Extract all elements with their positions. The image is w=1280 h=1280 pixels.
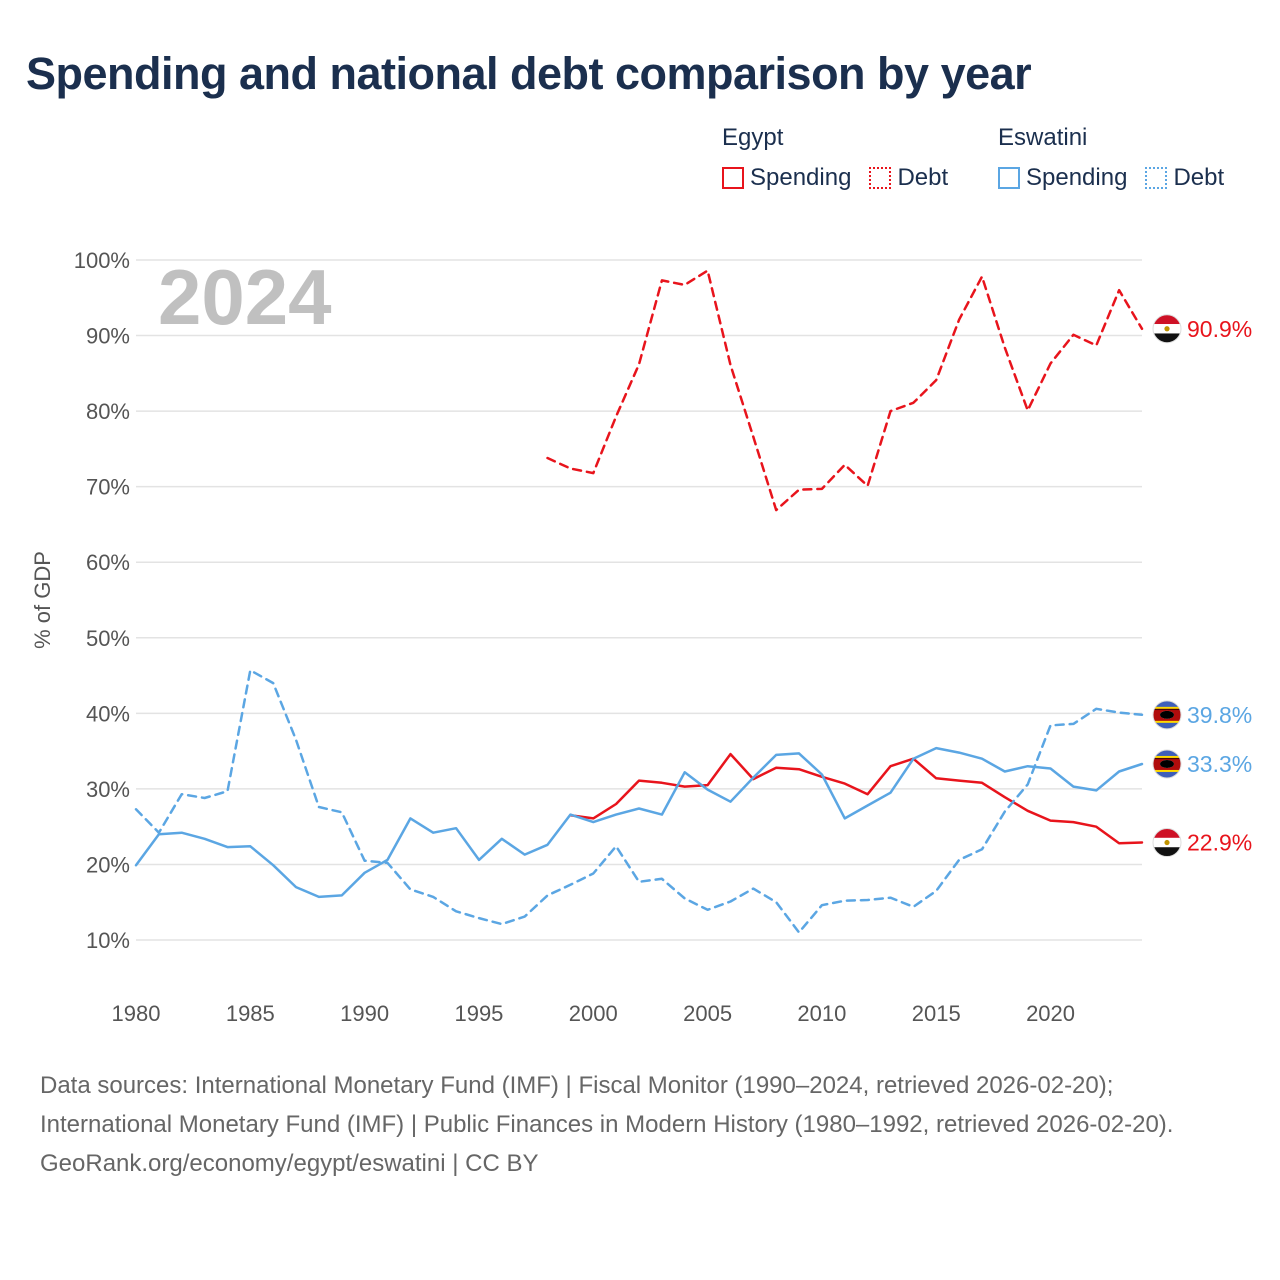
x-tick-label: 1980: [112, 1001, 161, 1026]
legend-label: Spending: [1026, 164, 1128, 191]
legend-item-eswatini-spending[interactable]: Spending: [998, 164, 1127, 192]
eswatini-flag-icon: [1152, 700, 1182, 730]
legend-swatch-solid-icon: [998, 167, 1020, 189]
series-lines: [134, 269, 1144, 934]
legend-item-eswatini-debt[interactable]: Debt: [1145, 164, 1224, 192]
series-eswatini-spending: [134, 746, 1144, 899]
legend-label: Spending: [750, 164, 852, 191]
legend-swatch-dotted-icon: [1145, 167, 1168, 189]
flag-stripe: [1153, 757, 1181, 760]
y-tick-label: 60%: [86, 550, 130, 575]
flag-emblem: [1164, 839, 1170, 846]
y-tick-label: 30%: [86, 777, 130, 802]
eswatini-flag-icon: [1152, 749, 1182, 779]
end-value-label: 33.3%: [1187, 751, 1252, 777]
egypt-flag-icon: [1152, 314, 1182, 344]
legend-swatch-solid-icon: [722, 167, 744, 189]
y-tick-label: 100%: [74, 248, 130, 273]
flag-stripe: [1153, 708, 1181, 711]
end-value-label: 39.8%: [1187, 702, 1252, 728]
series-eswatini-debt: [134, 669, 1144, 934]
x-tick-label: 1995: [454, 1001, 503, 1026]
series-egypt-debt: [546, 269, 1144, 512]
legend-country-egypt: Egypt: [722, 124, 784, 151]
flag-shield-half: [1160, 710, 1174, 719]
legend-country-eswatini: Eswatini: [998, 124, 1088, 151]
y-tick-label: 40%: [86, 701, 130, 726]
credit: GeoRank.org/economy/egypt/eswatini | CC …: [40, 1150, 539, 1177]
legend-label: Debt: [1173, 164, 1225, 191]
y-tick-label: 90%: [86, 324, 130, 349]
footer: Data sources: International Monetary Fun…: [40, 1066, 1240, 1183]
grid: [136, 259, 1142, 941]
y-tick-label: 20%: [86, 852, 130, 877]
x-ticks: 1980 1985 1990 1995 2000 2005 2010 2015 2020: [112, 1001, 1075, 1026]
legend-item-egypt-debt[interactable]: Debt: [869, 164, 948, 192]
series-egypt-spending: [569, 752, 1144, 845]
x-tick-label: 2005: [683, 1001, 732, 1026]
end-value-label: 22.9%: [1187, 830, 1252, 856]
flag-shield-half: [1160, 759, 1174, 768]
x-tick-label: 2020: [1026, 1001, 1075, 1026]
y-tick-label: 10%: [86, 928, 130, 953]
flag-outline: [1152, 749, 1182, 779]
y-ticks: 10% 20% 30% 40% 50% 60% 70% 80% 90% 100%: [74, 248, 130, 953]
legend: Egypt Spending Debt Eswatini Spending De…: [0, 120, 1280, 210]
x-tick-label: 2010: [797, 1001, 846, 1026]
legend-item-egypt-spending[interactable]: Spending: [722, 164, 851, 192]
year-watermark: 2024: [158, 253, 332, 341]
x-tick-label: 1990: [340, 1001, 389, 1026]
flag-outline: [1152, 700, 1182, 730]
legend-label: Debt: [897, 164, 949, 191]
data-sources: Data sources: International Monetary Fun…: [40, 1072, 1174, 1138]
y-axis-label: % of GDP: [30, 551, 55, 649]
flag-outline: [1152, 828, 1182, 858]
flag-stripe: [1153, 847, 1181, 857]
end-value-label: 90.9%: [1187, 316, 1252, 342]
end-labels: 90.9% 22.9% 39.8% 33.3%: [1152, 314, 1252, 858]
legend-swatch-dotted-icon: [869, 167, 892, 189]
flag-stripe: [1153, 828, 1181, 838]
x-tick-label: 2015: [912, 1001, 961, 1026]
flag-stripe: [1153, 333, 1181, 343]
flag-emblem: [1164, 326, 1170, 332]
y-tick-label: 80%: [86, 399, 130, 424]
chart-title: Spending and national debt comparison by…: [26, 48, 1032, 99]
legend-group-egypt: Egypt Spending Debt: [722, 120, 966, 200]
legend-group-eswatini: Eswatini Spending Debt: [998, 120, 1242, 200]
egypt-flag-icon: [1152, 828, 1182, 858]
flag-outline: [1152, 314, 1182, 344]
flag-stripe: [1153, 314, 1181, 325]
line-chart: 2024 % of GDP 10% 20% 30% 40% 50% 60% 70% 80% 90…: [30, 248, 1252, 1026]
x-tick-label: 1985: [226, 1001, 275, 1026]
x-tick-label: 2000: [569, 1001, 618, 1026]
y-tick-label: 70%: [86, 475, 130, 500]
y-tick-label: 50%: [86, 626, 130, 651]
